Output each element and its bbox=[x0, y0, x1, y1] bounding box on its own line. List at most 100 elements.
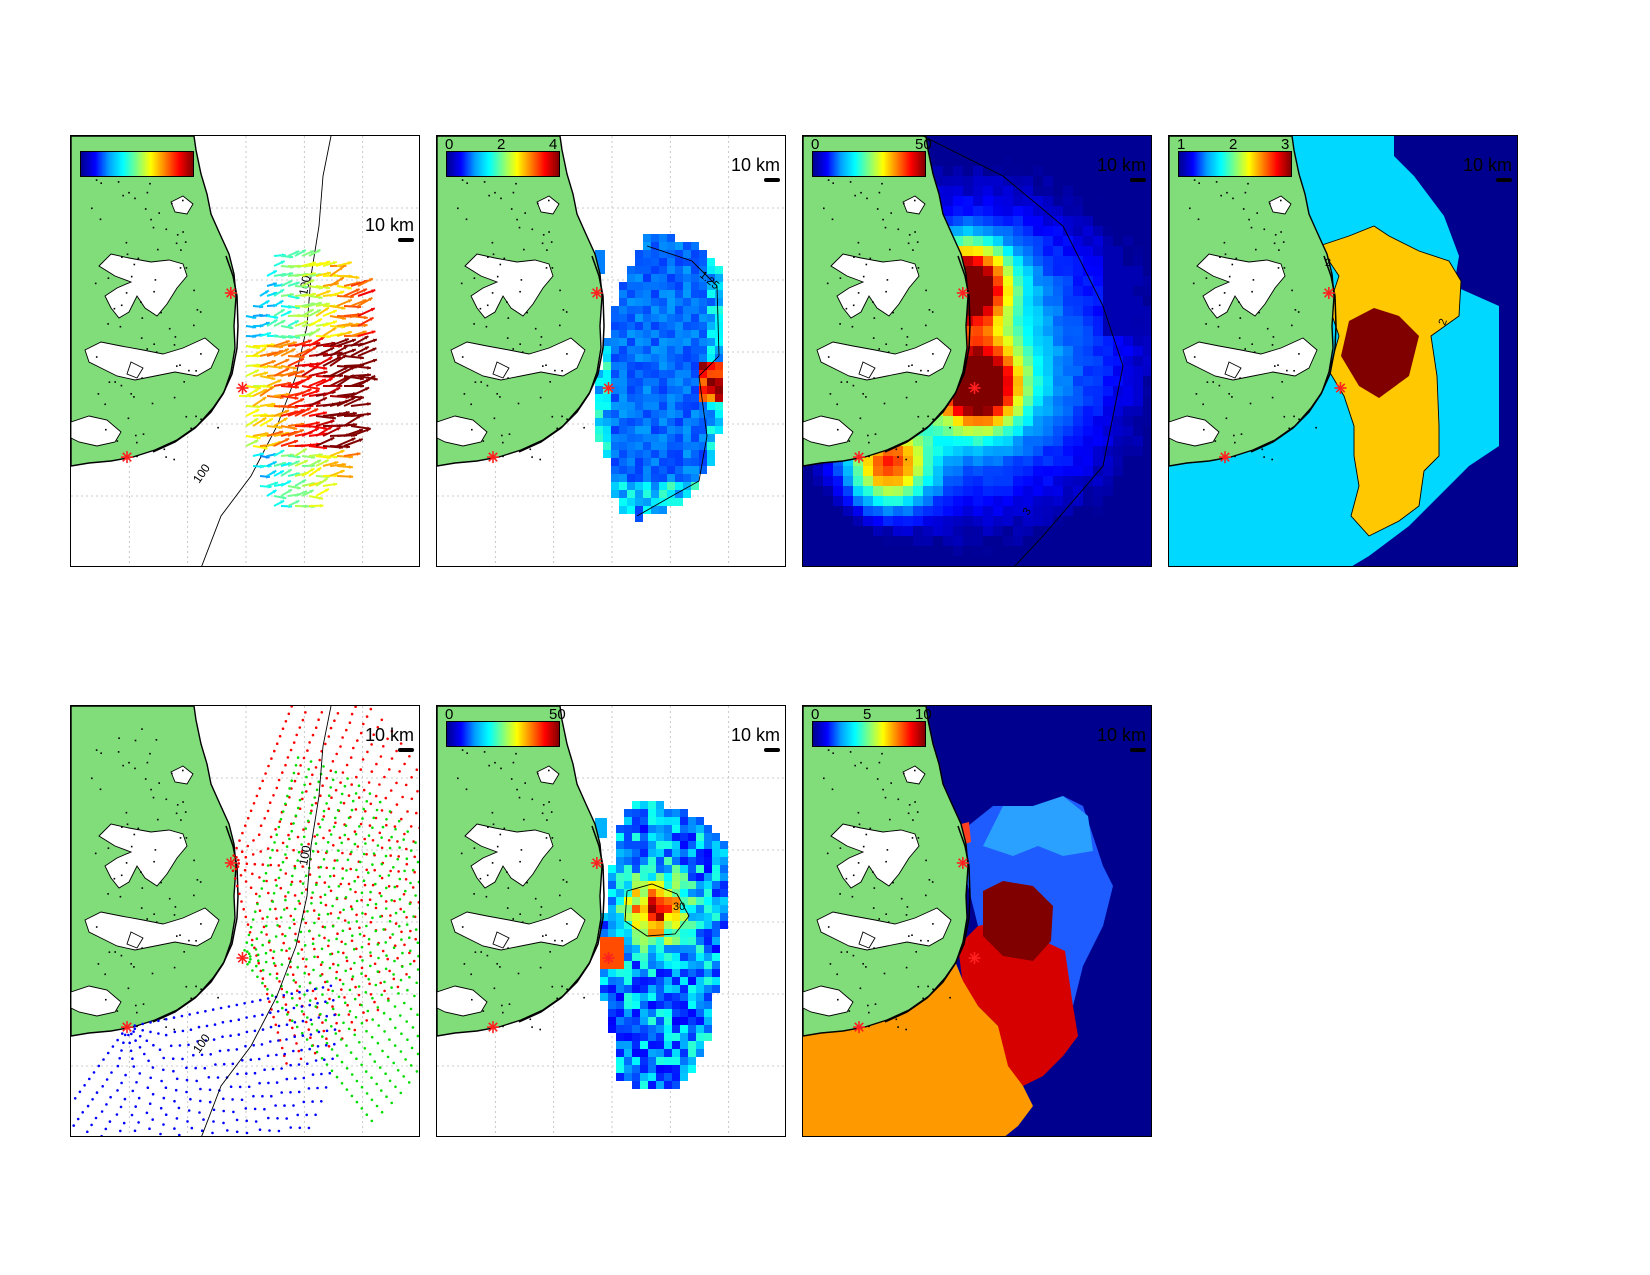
panel-site-codes: 0 5 10 10 km bbox=[802, 705, 1152, 1137]
radar-site-markers bbox=[1219, 286, 1347, 464]
svg-text:2: 2 bbox=[1437, 317, 1450, 327]
gdop-field bbox=[595, 234, 723, 522]
map-frame: 3 bbox=[802, 135, 1152, 567]
scale-label: 10 km bbox=[1096, 725, 1146, 745]
scale-bar-line bbox=[398, 238, 414, 242]
map-canvas: 22 bbox=[1169, 136, 1517, 566]
site-marker-1 bbox=[590, 856, 603, 869]
site-marker-2 bbox=[1334, 382, 1347, 394]
site-marker-2 bbox=[602, 952, 615, 964]
colorbar-tick-label: 50 bbox=[915, 136, 932, 153]
scale-bar-line bbox=[1130, 748, 1146, 752]
colorbar-tick-label: 10 bbox=[915, 706, 932, 723]
colorbar-tick-label: 2 bbox=[1229, 136, 1238, 153]
panel-gdop: 1.25 0 2 4 10 km bbox=[436, 135, 786, 567]
map-canvas: 100 100 bbox=[71, 706, 419, 1136]
colorbar: 0 50 bbox=[811, 136, 932, 177]
map-canvas: 3 bbox=[803, 136, 1151, 566]
scale-label: 10 km bbox=[364, 725, 414, 745]
land bbox=[71, 136, 239, 467]
radar-site-markers bbox=[853, 286, 981, 464]
fitdif-contour bbox=[624, 883, 690, 937]
colorbar-tick-label: 4 bbox=[549, 136, 558, 153]
map-frame bbox=[802, 705, 1152, 1137]
site-marker-1 bbox=[224, 286, 237, 299]
colorbar: 0 2 4 bbox=[445, 136, 560, 177]
colorbar-tick-label: 5 bbox=[863, 706, 872, 723]
scale-label: 10 km bbox=[730, 155, 780, 175]
panel-num-sites: 2 2 1 2 3 10 km bbox=[1168, 135, 1518, 567]
svg-text:2: 2 bbox=[1325, 257, 1331, 269]
radial-grid-site-2 bbox=[243, 756, 419, 1123]
radial-grid-site-1 bbox=[231, 706, 419, 1065]
scale-bar-line bbox=[1130, 178, 1146, 182]
fitdif-field bbox=[595, 801, 728, 1089]
radar-site-markers bbox=[121, 286, 249, 464]
colorbar-tick-label: 1 bbox=[1177, 136, 1186, 153]
radar-site-markers bbox=[487, 286, 615, 464]
site-marker-1 bbox=[956, 286, 969, 299]
current-vectors bbox=[238, 248, 378, 509]
site-marker-3 bbox=[853, 451, 865, 464]
map-canvas bbox=[803, 706, 1151, 1136]
scale-label: 10 km bbox=[1462, 155, 1512, 175]
distance-scale-bar: 10 km bbox=[1463, 155, 1512, 182]
map-frame: 100 100 bbox=[70, 705, 420, 1137]
land bbox=[803, 706, 971, 1037]
distance-scale-bar: 10 km bbox=[1097, 155, 1146, 182]
site-marker-3 bbox=[487, 451, 499, 464]
colorbar-tick-label: 0 bbox=[811, 706, 820, 723]
svg-text:100: 100 bbox=[190, 461, 213, 486]
radar-site-markers bbox=[487, 856, 615, 1034]
site-marker-3 bbox=[853, 1021, 865, 1034]
radar-site-markers bbox=[853, 856, 981, 1034]
land bbox=[437, 136, 605, 467]
rads-contour bbox=[922, 136, 1124, 566]
colorbar-tick-label: 0 bbox=[811, 136, 820, 153]
colorbar-tick-label: 3 bbox=[1281, 136, 1290, 153]
site-marker-1 bbox=[590, 286, 603, 299]
distance-scale-bar: 10 km bbox=[731, 155, 780, 182]
colorbar: 0 5 10 bbox=[811, 706, 932, 747]
site-marker-2 bbox=[968, 952, 981, 964]
land bbox=[71, 706, 239, 1037]
svg-text:100: 100 bbox=[190, 1031, 213, 1056]
scale-bar-line bbox=[1496, 178, 1512, 182]
land bbox=[803, 136, 971, 467]
panel-fitdif: 30 0 50 10 km bbox=[436, 705, 786, 1137]
land bbox=[1169, 136, 1337, 467]
site-marker-2 bbox=[236, 952, 249, 964]
scale-label: 10 km bbox=[1096, 155, 1146, 175]
site-marker-2 bbox=[236, 382, 249, 394]
colorbar: 0 50 bbox=[445, 706, 566, 747]
map-frame: 30 bbox=[436, 705, 786, 1137]
map-frame: 1.25 bbox=[436, 135, 786, 567]
svg-text:3: 3 bbox=[1021, 506, 1034, 518]
scale-label: 10 km bbox=[730, 725, 780, 745]
distance-scale-bar: 10 km bbox=[365, 725, 414, 752]
radial-grid-site-3 bbox=[72, 984, 337, 1136]
radar-site-markers bbox=[121, 856, 249, 1034]
colorbar-tick-label: 0 bbox=[445, 706, 454, 723]
land bbox=[437, 706, 605, 1037]
svg-text:100: 100 bbox=[296, 844, 313, 866]
scale-label: 10 km bbox=[364, 215, 414, 235]
sites-region-3 bbox=[1341, 308, 1419, 398]
distance-scale-bar: 10 km bbox=[365, 215, 414, 242]
gdop-contour bbox=[636, 245, 720, 517]
site-marker-2 bbox=[602, 382, 615, 394]
scale-bar-line bbox=[764, 748, 780, 752]
scale-bar-line bbox=[398, 748, 414, 752]
distance-scale-bar: 10 km bbox=[731, 725, 780, 752]
scale-bar-line bbox=[764, 178, 780, 182]
site-marker-3 bbox=[121, 1021, 133, 1034]
site-marker-2 bbox=[968, 382, 981, 394]
site-marker-3 bbox=[121, 451, 133, 464]
panel-num-rads: 3 0 50 10 km bbox=[802, 135, 1152, 567]
site-marker-1 bbox=[956, 856, 969, 869]
panel-radial-grid: 100 100 10 km bbox=[70, 705, 420, 1137]
